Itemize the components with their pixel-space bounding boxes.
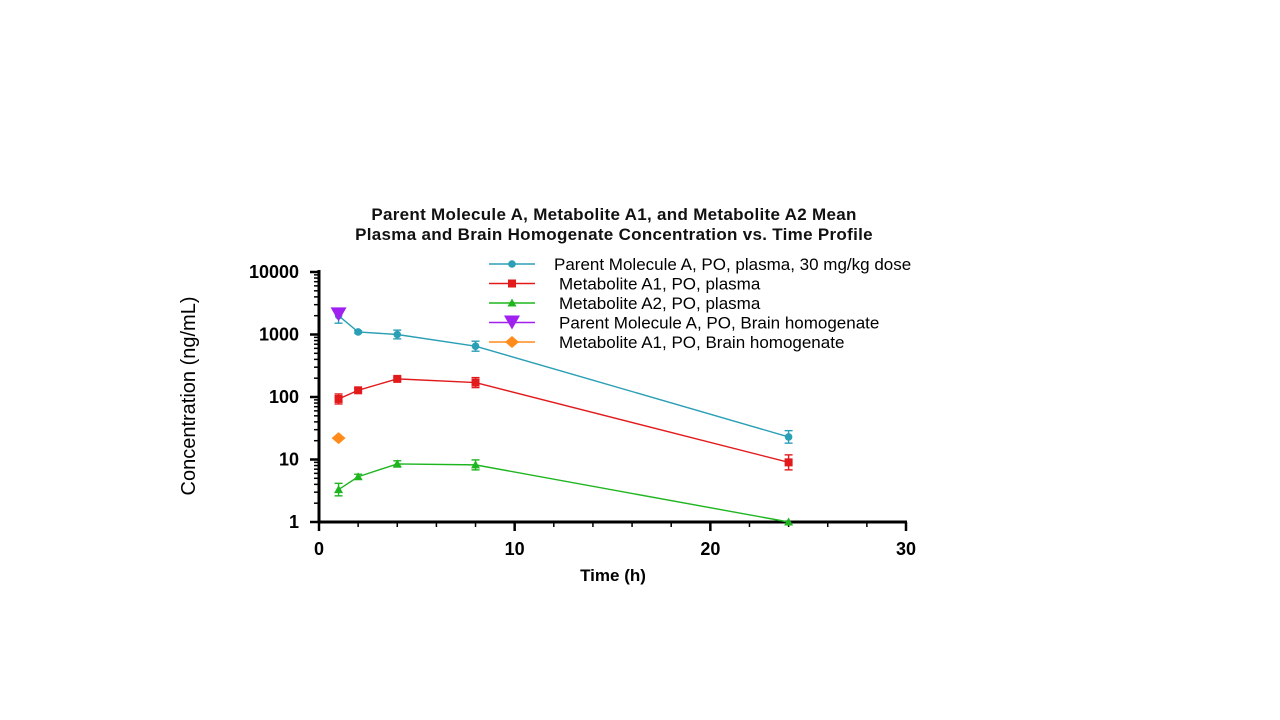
series-2 xyxy=(334,374,793,471)
data-point xyxy=(471,460,481,469)
data-point xyxy=(393,330,402,339)
plot-area xyxy=(330,307,794,526)
data-point xyxy=(330,307,347,322)
data-point xyxy=(354,386,363,395)
data-point xyxy=(392,459,402,468)
y-axis-label: Concentration (ng/mL) xyxy=(178,297,200,496)
chart-title-line-2: Plasma and Brain Homogenate Concentratio… xyxy=(355,225,873,244)
series-line xyxy=(338,378,789,464)
y-ticks: 1 10 100 1000 10000 xyxy=(249,262,319,532)
series-5 xyxy=(331,432,346,445)
legend-item: Metabolite A2, PO, plasma xyxy=(489,294,761,313)
chart-title-line-1: Parent Molecule A, Metabolite A1, and Me… xyxy=(371,205,856,224)
data-point xyxy=(471,378,480,387)
series-3 xyxy=(334,459,794,526)
data-point xyxy=(393,374,402,383)
data-point xyxy=(471,342,480,350)
legend: Parent Molecule A, PO, plasma, 30 mg/kg … xyxy=(489,255,911,352)
y-tick-label: 1 xyxy=(289,512,299,532)
legend-item: Parent Molecule A, PO, Brain homogenate xyxy=(489,314,879,333)
x-tick-label: 10 xyxy=(505,539,525,559)
data-point xyxy=(334,394,343,403)
data-point xyxy=(354,328,362,336)
y-tick-label: 1000 xyxy=(259,325,299,345)
legend-marker xyxy=(508,260,516,268)
x-axis-label: Time (h) xyxy=(580,566,646,585)
legend-label: Metabolite A1, PO, plasma xyxy=(559,275,761,294)
data-point xyxy=(784,458,793,467)
legend-marker xyxy=(504,315,520,330)
legend-item: Metabolite A1, PO, plasma xyxy=(489,275,761,294)
x-tick-label: 0 xyxy=(314,539,324,559)
legend-item: Metabolite A1, PO, Brain homogenate xyxy=(489,333,844,352)
x-tick-label: 30 xyxy=(896,539,916,559)
legend-marker xyxy=(508,279,516,288)
y-tick-label: 10 xyxy=(279,450,299,470)
data-point xyxy=(331,432,346,445)
series-4 xyxy=(330,307,347,322)
legend-label: Metabolite A2, PO, plasma xyxy=(559,294,761,313)
legend-marker xyxy=(505,336,519,348)
data-point xyxy=(784,433,793,441)
data-point xyxy=(784,517,794,526)
legend-marker xyxy=(507,298,517,307)
data-point xyxy=(353,472,363,481)
legend-label: Parent Molecule A, PO, plasma, 30 mg/kg … xyxy=(554,255,911,274)
legend-label: Parent Molecule A, PO, Brain homogenate xyxy=(559,314,879,333)
legend-item: Parent Molecule A, PO, plasma, 30 mg/kg … xyxy=(489,255,911,274)
series-line xyxy=(338,463,789,523)
x-ticks: 0 10 20 30 xyxy=(314,522,916,559)
x-tick-label: 20 xyxy=(700,539,720,559)
legend-label: Metabolite A1, PO, Brain homogenate xyxy=(559,333,844,352)
y-tick-label: 100 xyxy=(269,387,299,407)
y-tick-label: 10000 xyxy=(249,262,299,282)
data-point xyxy=(334,485,344,494)
